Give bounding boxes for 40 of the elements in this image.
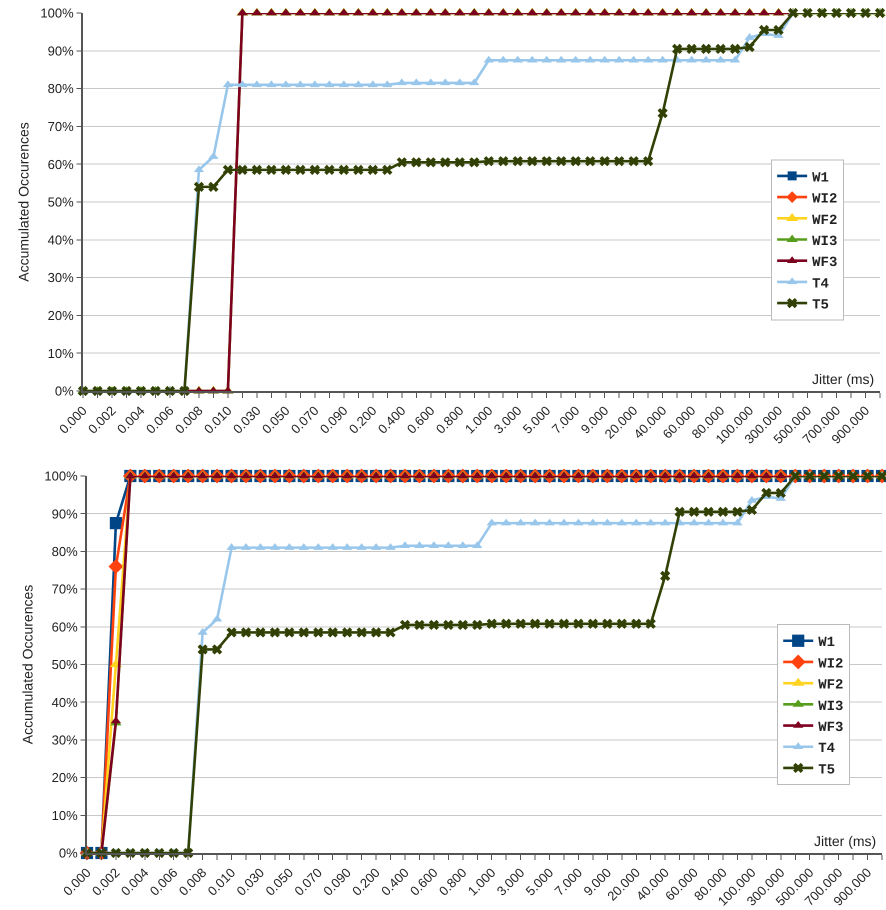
y-tick-label: 100%	[44, 468, 78, 484]
legend-label: W1	[812, 170, 829, 186]
y-tick-label: 30%	[48, 270, 74, 286]
y-tick-label: 0%	[58, 846, 78, 861]
y-tick-label: 50%	[48, 194, 74, 210]
y-tick-label: 80%	[48, 81, 74, 96]
y-tick-label: 40%	[52, 694, 78, 710]
y-tick-label: 70%	[48, 118, 74, 134]
x-axis-title: Jitter (ms)	[814, 833, 876, 849]
legend-label: T5	[818, 762, 836, 778]
legend-label: WI3	[812, 234, 838, 250]
y-tick-label: 100%	[40, 6, 74, 21]
y-tick-label: 30%	[52, 732, 78, 748]
y-tick-label: 70%	[52, 582, 78, 597]
legend-label: WF2	[818, 678, 844, 694]
y-tick-label: 60%	[48, 156, 74, 172]
legend-label: WI2	[818, 656, 844, 672]
y-tick-label: 0%	[54, 384, 74, 399]
y-tick-label: 20%	[48, 308, 74, 323]
legend-label: WI2	[812, 192, 838, 208]
legend-label: T4	[812, 276, 829, 292]
y-tick-label: 40%	[48, 232, 74, 248]
legend-label: WI3	[818, 698, 844, 715]
y-tick-label: 50%	[52, 657, 78, 672]
y-axis-title: Accumulated Occurences	[16, 122, 32, 282]
y-axis-title: Accumulated Occurences	[20, 584, 36, 744]
x-axis-title: Jitter (ms)	[812, 371, 874, 387]
legend-label: WF3	[812, 255, 838, 272]
y-tick-label: 90%	[48, 43, 74, 58]
y-tick-label: 20%	[52, 770, 78, 786]
y-tick-label: 10%	[48, 346, 74, 361]
y-tick-label: 10%	[52, 808, 78, 823]
legend-label: WF2	[812, 212, 838, 229]
y-tick-label: 90%	[52, 506, 78, 522]
y-tick-label: 80%	[52, 544, 78, 559]
legend-label: T4	[818, 741, 836, 758]
legend-label: WF3	[818, 720, 844, 736]
legend-label: W1	[818, 635, 836, 652]
legend-label: T5	[812, 298, 829, 314]
y-tick-label: 60%	[52, 619, 78, 634]
